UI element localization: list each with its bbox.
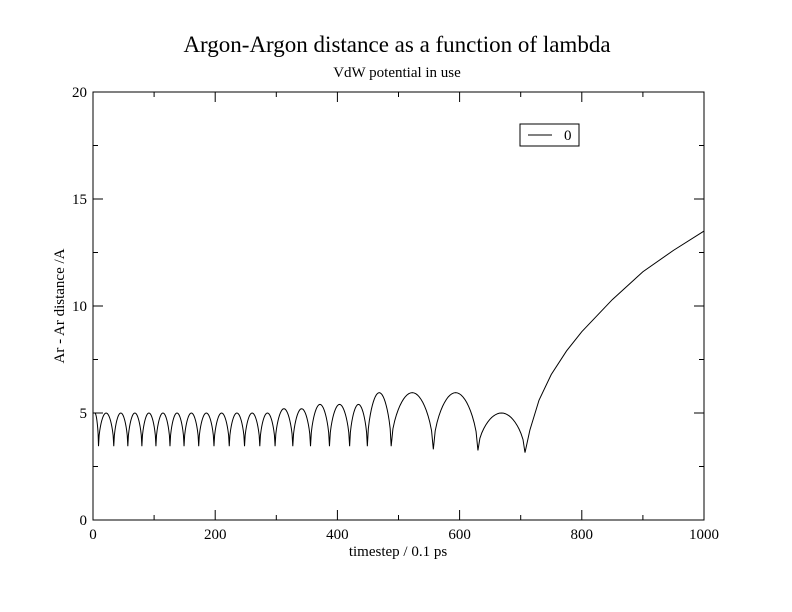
x-tick-label: 0 <box>89 527 97 543</box>
legend-label-0: 0 <box>564 128 572 144</box>
y-axis-ticks <box>93 91 704 521</box>
series-line-0 <box>93 230 705 453</box>
y-axis-label: Ar - Ar distance /A <box>52 248 68 363</box>
x-axis-tick-labels: 0 200 400 600 800 1000 <box>89 527 719 543</box>
y-tick-label: 5 <box>80 406 88 422</box>
x-tick-label: 600 <box>448 527 471 543</box>
x-tick-label: 200 <box>204 527 227 543</box>
y-tick-label: 15 <box>72 192 87 208</box>
chart-subtitle: VdW potential in use <box>333 65 461 81</box>
legend: 0 <box>519 123 580 147</box>
x-tick-label: 800 <box>571 527 594 543</box>
x-axis-ticks <box>92 92 705 520</box>
y-tick-label: 10 <box>72 299 87 315</box>
y-axis-tick-labels: 0 5 10 15 20 <box>72 85 87 529</box>
x-tick-label: 1000 <box>689 527 719 543</box>
plot-area-frame <box>92 91 705 521</box>
chart-title: Argon-Argon distance as a function of la… <box>183 32 610 57</box>
x-axis-label: timestep / 0.1 ps <box>349 544 447 560</box>
y-tick-label: 0 <box>80 513 88 529</box>
y-tick-label: 20 <box>72 85 87 101</box>
x-tick-label: 400 <box>326 527 349 543</box>
